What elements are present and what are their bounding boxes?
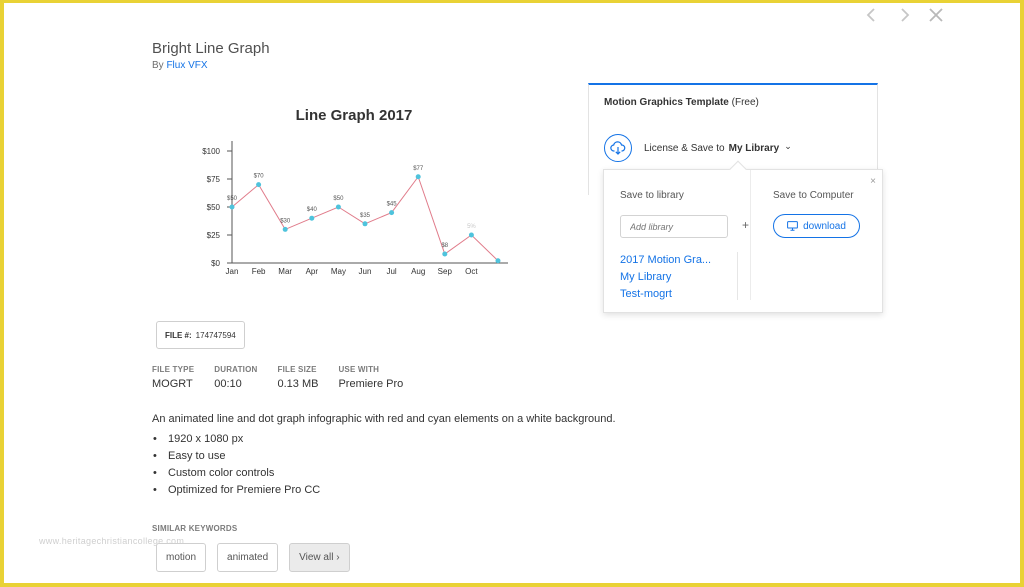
- license-save-button[interactable]: License & Save to My Library ⌄: [604, 134, 792, 162]
- file-id-label: FILE #:: [165, 331, 192, 340]
- y-tick-label: $100: [202, 147, 220, 156]
- watermark-text: www.heritagechristiancollege.com: [39, 536, 185, 546]
- meta-label: FILE SIZE: [277, 365, 317, 374]
- data-point: [389, 210, 395, 216]
- meta-value: MOGRT: [152, 378, 193, 390]
- library-item[interactable]: My Library: [620, 271, 672, 283]
- chevron-down-icon: ⌄: [784, 140, 792, 151]
- save-computer-heading: Save to Computer: [773, 190, 854, 201]
- library-list-scrollbar[interactable]: [737, 252, 738, 300]
- y-tick-label: $75: [207, 175, 221, 184]
- save-library-heading: Save to library: [620, 190, 684, 201]
- meta-label: DURATION: [214, 365, 258, 374]
- data-label: $77: [413, 166, 424, 172]
- close-icon[interactable]: [926, 5, 946, 25]
- panel-title-price: (Free): [731, 97, 759, 108]
- data-point: [229, 204, 235, 210]
- byline-prefix: By: [152, 60, 164, 71]
- author-link[interactable]: Flux VFX: [166, 60, 208, 71]
- x-tick-label: Sep: [438, 267, 453, 276]
- x-tick-label: May: [331, 267, 346, 276]
- license-save-label: License & Save to: [644, 142, 725, 154]
- y-tick-label: $0: [211, 259, 220, 268]
- top-navigation: [862, 5, 946, 25]
- file-id-value: 174747594: [195, 331, 236, 340]
- x-tick-label: Oct: [465, 267, 478, 276]
- library-selector-label: My Library: [728, 142, 780, 154]
- popup-close-icon[interactable]: ×: [870, 176, 876, 187]
- library-item[interactable]: 2017 Motion Gra...: [620, 254, 712, 266]
- data-label: $50: [227, 196, 238, 202]
- library-item[interactable]: Test-mogrt: [620, 288, 672, 300]
- x-tick-label: Jul: [386, 267, 396, 276]
- data-point: [282, 226, 288, 232]
- asset-title: Bright Line Graph: [152, 40, 270, 57]
- asset-description: An animated line and dot graph infograph…: [152, 413, 616, 425]
- y-tick-label: $50: [207, 203, 221, 212]
- data-label: $50: [333, 196, 344, 202]
- list-item: Optimized for Premiere Pro CC: [152, 482, 320, 499]
- y-tick-label: $25: [207, 231, 221, 240]
- column-divider: [750, 170, 751, 300]
- keyword-tag-animated[interactable]: animated: [217, 543, 279, 572]
- data-point: [256, 182, 262, 188]
- view-all-keywords-button[interactable]: View all ›: [289, 543, 350, 572]
- meta-label: FILE TYPE: [152, 365, 195, 374]
- meta-value: 00:10: [214, 378, 242, 390]
- computer-icon: [787, 221, 798, 231]
- x-tick-label: Mar: [278, 267, 292, 276]
- data-point: [335, 204, 341, 210]
- data-label: $45: [387, 202, 398, 208]
- data-label: 5%: [467, 224, 476, 230]
- data-point: [442, 251, 448, 257]
- cloud-download-icon: [604, 134, 632, 162]
- x-tick-label: Jan: [226, 267, 239, 276]
- panel-title: Motion Graphics Template (Free): [604, 97, 759, 108]
- meta-value: 0.13 MB: [277, 378, 319, 390]
- data-point: [309, 215, 315, 221]
- chart-preview: Line Graph 2017 $100 $75 $50 $25 $0 $50 $70 $30 $…: [152, 95, 532, 285]
- chevron-left-icon[interactable]: [862, 5, 882, 25]
- meta-value: Premiere Pro: [338, 378, 404, 390]
- list-item: Custom color controls: [152, 465, 320, 482]
- meta-use-with: USE WITH Premiere Pro: [338, 365, 403, 390]
- data-label: $70: [254, 174, 265, 180]
- download-button[interactable]: download: [773, 214, 860, 238]
- data-point: [468, 232, 474, 238]
- keyword-list: motion animated View all ›: [156, 543, 350, 572]
- file-meta: FILE TYPE MOGRT DURATION 00:10 FILE SIZE…: [152, 365, 423, 390]
- line-chart: Line Graph 2017 $100 $75 $50 $25 $0 $50 $70 $30 $…: [202, 107, 508, 276]
- feature-list: 1920 x 1080 px Easy to use Custom color …: [152, 431, 320, 499]
- x-tick-label: Aug: [411, 267, 425, 276]
- keywords-heading: SIMILAR KEYWORDS: [152, 524, 238, 533]
- file-id-badge: FILE #: 174747594: [156, 321, 245, 349]
- asset-byline: By Flux VFX: [152, 60, 208, 71]
- chevron-right-icon[interactable]: [894, 5, 914, 25]
- data-point: [495, 258, 501, 264]
- library-list: 2017 Motion Gra... My Library Test-mogrt: [620, 252, 711, 303]
- data-label: $35: [360, 213, 371, 219]
- meta-file-size: FILE SIZE 0.13 MB: [277, 365, 318, 390]
- x-tick-label: Jun: [359, 267, 372, 276]
- panel-title-bold: Motion Graphics Template: [604, 97, 729, 108]
- add-library-input[interactable]: [620, 215, 728, 238]
- asset-detail-frame: Bright Line Graph By Flux VFX Line Graph…: [4, 3, 1020, 583]
- download-label: download: [803, 220, 846, 232]
- data-point: [362, 221, 368, 227]
- meta-duration: DURATION 00:10: [214, 365, 257, 390]
- x-tick-label: Feb: [252, 267, 266, 276]
- add-library-plus-icon[interactable]: +: [742, 218, 750, 232]
- list-item: 1920 x 1080 px: [152, 431, 320, 448]
- keyword-tag-motion[interactable]: motion: [156, 543, 207, 572]
- save-to-library-popup: × Save to library Save to Computer + dow…: [603, 160, 883, 313]
- x-tick-label: Apr: [306, 267, 319, 276]
- data-label: $8: [441, 243, 448, 249]
- data-label: $30: [280, 218, 291, 224]
- data-point: [415, 174, 421, 180]
- list-item: Easy to use: [152, 448, 320, 465]
- meta-file-type: FILE TYPE MOGRT: [152, 365, 194, 390]
- chart-title: Line Graph 2017: [296, 107, 413, 124]
- data-label: $40: [307, 207, 318, 213]
- meta-label: USE WITH: [338, 365, 380, 374]
